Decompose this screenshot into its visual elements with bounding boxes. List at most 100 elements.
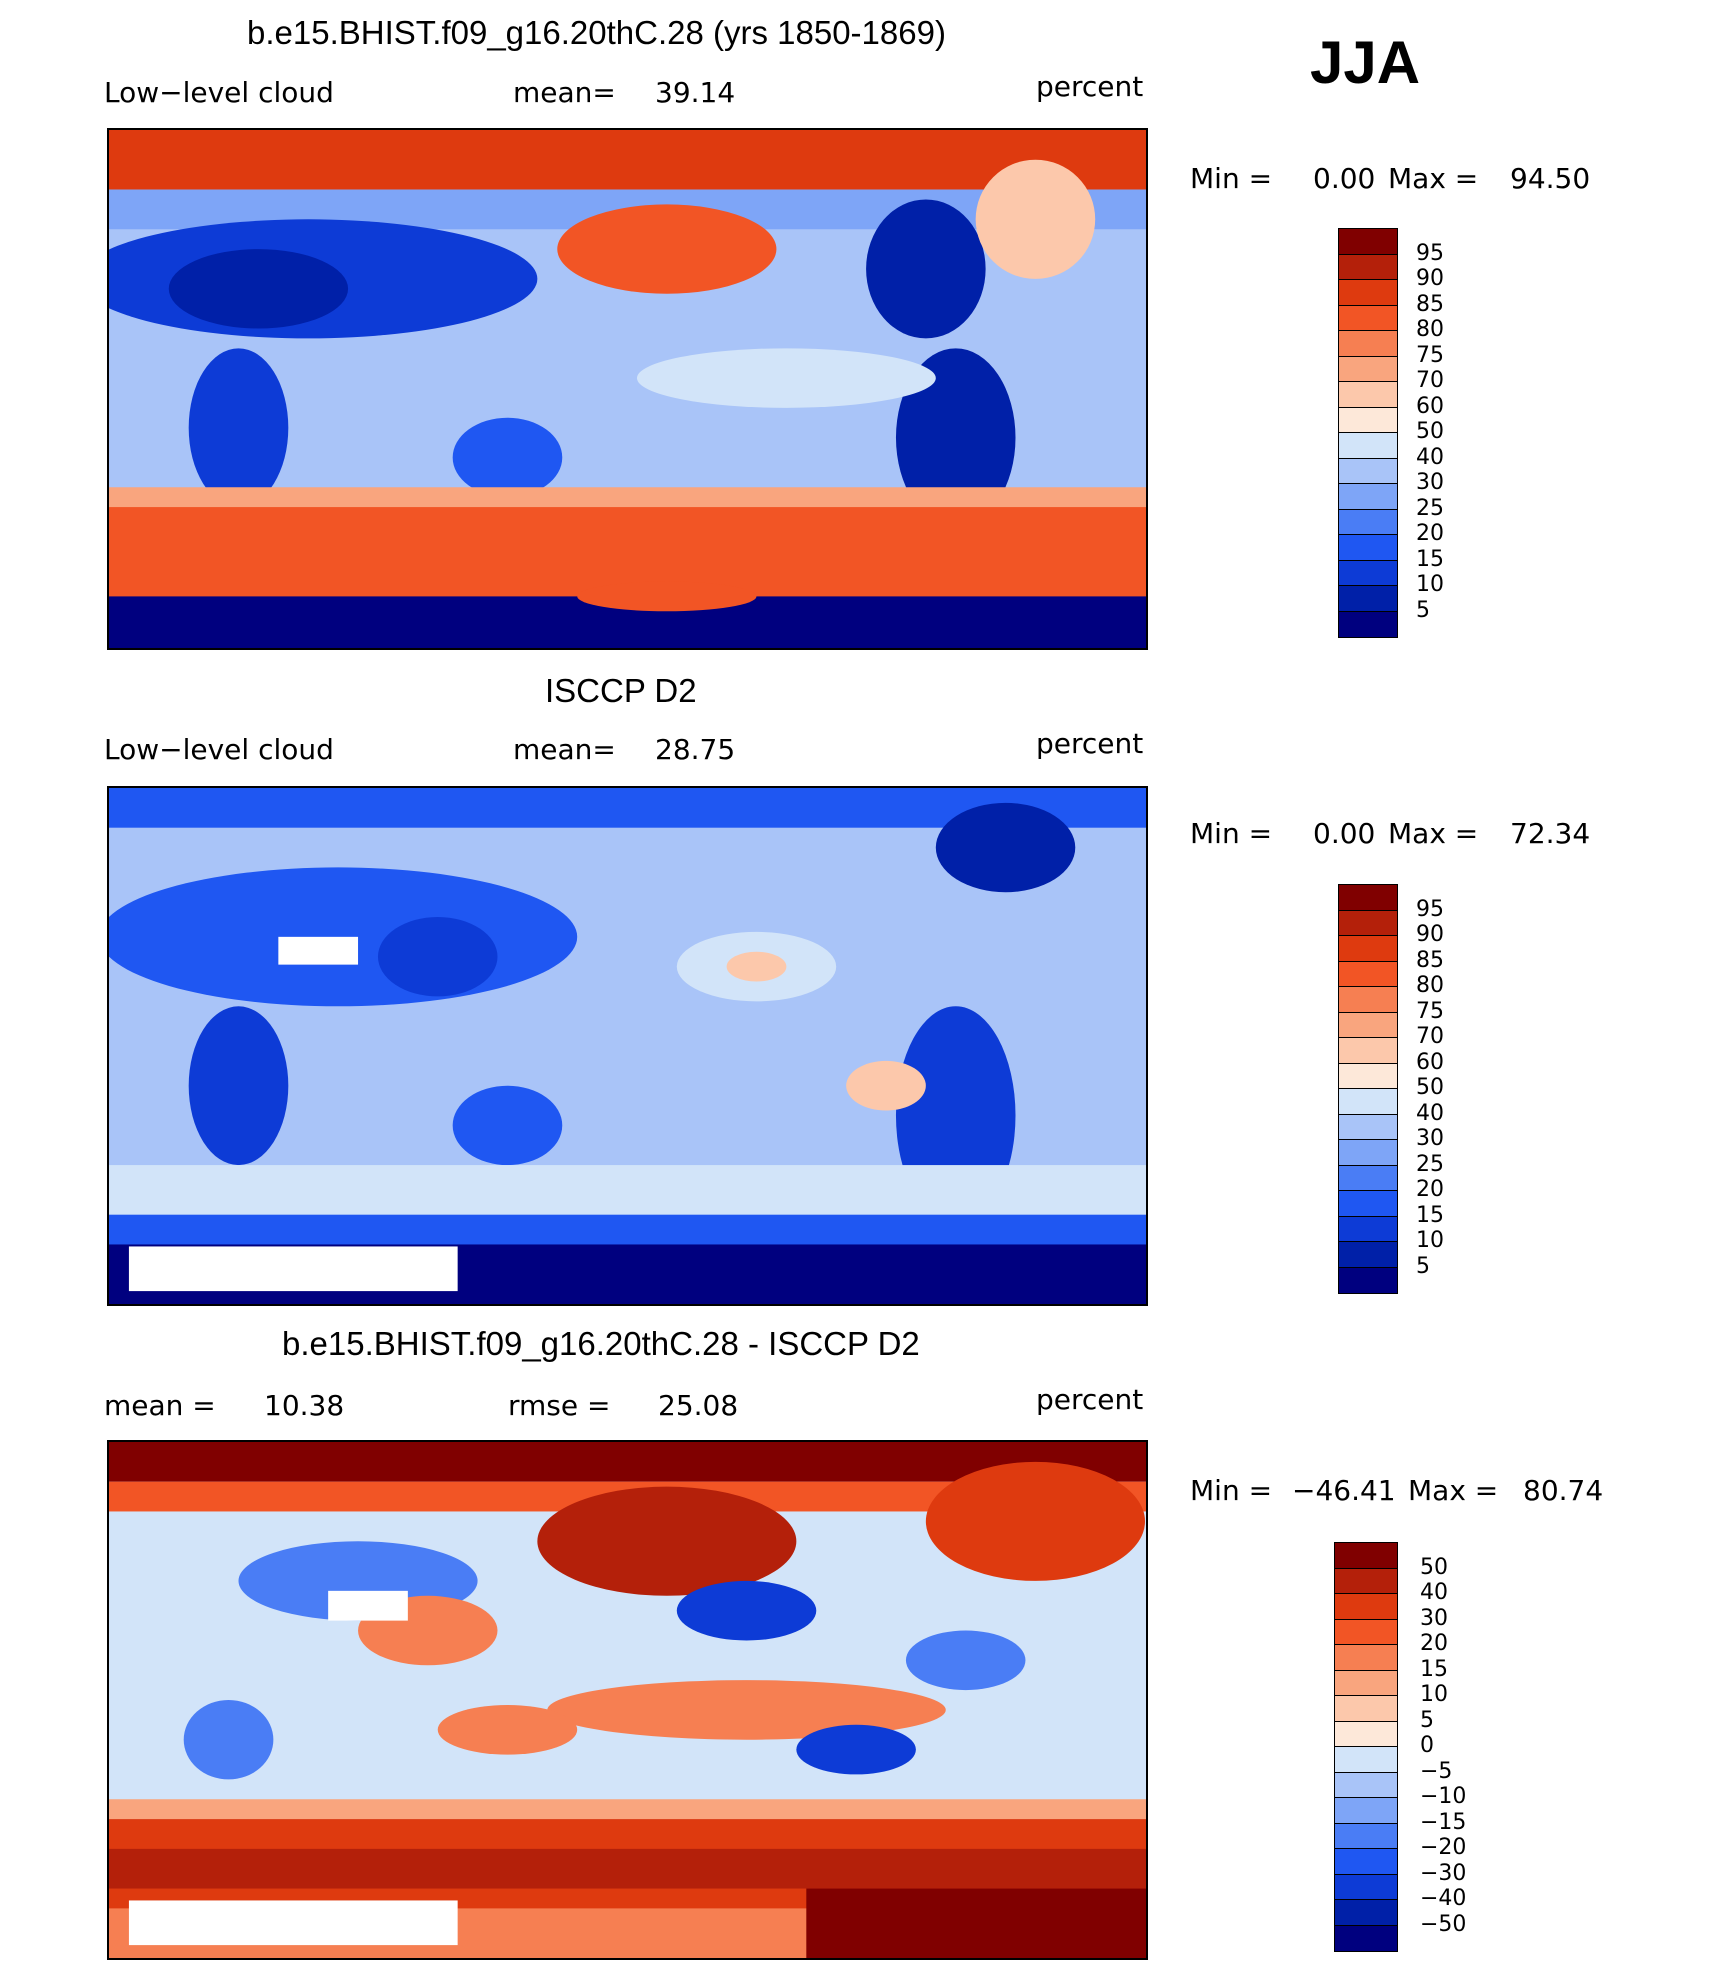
panel1-mean-value: 39.14	[655, 76, 736, 109]
panel3-rmse-value: 25.08	[658, 1389, 739, 1422]
panel2-map-svg	[109, 788, 1146, 1304]
colorbar-swatch	[1339, 509, 1397, 535]
colorbar-swatch	[1339, 280, 1397, 306]
colorbar-tick-label: 90	[1416, 922, 1444, 947]
colorbar-swatch	[1339, 1140, 1397, 1166]
panel1-variable-label: Low−level cloud	[104, 76, 334, 109]
panel3-map	[107, 1440, 1148, 1960]
colorbar-swatch	[1335, 1619, 1397, 1645]
colorbar-swatch	[1335, 1823, 1397, 1849]
panel1-units-label: percent	[1036, 70, 1144, 103]
panel1-mean-label: mean=	[513, 76, 616, 109]
colorbar-tick-label: 5	[1420, 1707, 1434, 1733]
colorbar-swatch	[1339, 484, 1397, 510]
colorbar-tick-label: 85	[1416, 291, 1444, 317]
panel3-units-label: percent	[1036, 1383, 1144, 1416]
colorbar-tick-label: 95	[1416, 240, 1444, 266]
panel1-map-svg	[109, 130, 1146, 648]
colorbar-swatch	[1339, 961, 1397, 987]
colorbar-swatch	[1339, 1165, 1397, 1191]
panel2-mean-label: mean=	[513, 733, 616, 766]
colorbar-swatch	[1339, 1012, 1397, 1038]
colorbar-tick-label: −5	[1420, 1758, 1453, 1784]
colorbar-tick-label: 50	[1416, 1075, 1444, 1100]
colorbar-tick-label: 85	[1416, 947, 1444, 973]
colorbar-swatch	[1339, 254, 1397, 280]
colorbar-tick-label: 10	[1416, 1228, 1444, 1253]
panel1-min-value: 0.00	[1313, 162, 1376, 195]
colorbar-swatch	[1339, 987, 1397, 1013]
colorbar-tick-label: 20	[1416, 1177, 1444, 1202]
panel3-min-label: Min =	[1190, 1474, 1273, 1507]
panel3-map-svg	[109, 1442, 1146, 1958]
colorbar-swatch	[1339, 936, 1397, 962]
colorbar-swatch	[1335, 1645, 1397, 1671]
colorbar-tick-label: 80	[1416, 973, 1444, 998]
colorbar-swatch	[1339, 433, 1397, 459]
panel3-title: b.e15.BHIST.f09_g16.20thC.28 - ISCCP D2	[282, 1325, 920, 1362]
colorbar-tick-label: 60	[1416, 393, 1444, 419]
colorbar-tick-label: 95	[1416, 896, 1444, 922]
colorbar-swatch	[1335, 1670, 1397, 1696]
colorbar-swatch	[1335, 1925, 1397, 1951]
panel1-colorbar-ticks: 95 90 85 80 75 70 60 50 40 30 25 20 15 10 5	[1416, 228, 1506, 638]
colorbar-swatch	[1339, 611, 1397, 637]
panel2-colorbar-ticks: 95 90 85 80 75 70 60 50 40 30 25 20 15 10 5	[1416, 884, 1506, 1294]
panel1-max-label: Max =	[1388, 162, 1479, 195]
colorbar-tick-label: 20	[1416, 521, 1444, 546]
colorbar-swatch	[1335, 1747, 1397, 1773]
colorbar-swatch	[1339, 1267, 1397, 1293]
panel3-colorbar-ticks: 50 40 30 20 15 10 5 0 −5 −10 −15 −20 −30 −40 −50	[1420, 1542, 1510, 1952]
colorbar-tick-label: −50	[1420, 1911, 1467, 1937]
colorbar-swatch	[1339, 1038, 1397, 1064]
panel3-rmse-label: rmse =	[508, 1389, 611, 1422]
colorbar-tick-label: 40	[1416, 1100, 1444, 1126]
colorbar-swatch	[1335, 1849, 1397, 1875]
colorbar-swatch	[1335, 1798, 1397, 1824]
panel1-min-label: Min =	[1190, 162, 1273, 195]
panel1-title: b.e15.BHIST.f09_g16.20thC.28 (yrs 1850-1…	[247, 14, 946, 51]
colorbar-tick-label: −30	[1420, 1860, 1467, 1886]
colorbar-swatch	[1335, 1568, 1397, 1594]
panel3-mean-value: 10.38	[264, 1389, 345, 1422]
colorbar-tick-label: 30	[1416, 1126, 1444, 1151]
colorbar-tick-label: 80	[1416, 317, 1444, 342]
colorbar-swatch	[1339, 305, 1397, 331]
colorbar-swatch	[1339, 535, 1397, 561]
colorbar-tick-label: 25	[1416, 1151, 1444, 1177]
colorbar-swatch	[1339, 560, 1397, 586]
colorbar-tick-label: 90	[1416, 266, 1444, 291]
colorbar-tick-label: 15	[1420, 1656, 1448, 1682]
panel2-max-label: Max =	[1388, 817, 1479, 850]
colorbar-tick-label: 70	[1416, 1024, 1444, 1049]
colorbar-swatch	[1339, 885, 1397, 911]
season-label: JJA	[1310, 29, 1421, 96]
colorbar-tick-label: −20	[1420, 1835, 1467, 1860]
colorbar-tick-label: 60	[1416, 1049, 1444, 1075]
panel3-colorbar	[1334, 1542, 1398, 1952]
colorbar-tick-label: 75	[1416, 998, 1444, 1024]
panel1-colorbar	[1338, 228, 1398, 638]
colorbar-tick-label: 5	[1416, 597, 1430, 623]
colorbar-swatch	[1339, 1063, 1397, 1089]
colorbar-tick-label: 25	[1416, 495, 1444, 521]
colorbar-swatch	[1339, 356, 1397, 382]
colorbar-tick-label: 5	[1416, 1253, 1430, 1279]
colorbar-swatch	[1339, 229, 1397, 255]
panel3-min-value: −46.41	[1292, 1474, 1396, 1507]
colorbar-swatch	[1339, 1216, 1397, 1242]
colorbar-tick-label: 75	[1416, 342, 1444, 368]
colorbar-swatch	[1339, 1089, 1397, 1115]
colorbar-swatch	[1339, 331, 1397, 357]
panel2-colorbar	[1338, 884, 1398, 1294]
colorbar-swatch	[1335, 1874, 1397, 1900]
panel1-max-value: 94.50	[1510, 162, 1591, 195]
panel2-title: ISCCP D2	[545, 672, 697, 709]
panel3-max-value: 80.74	[1523, 1474, 1604, 1507]
colorbar-swatch	[1339, 1191, 1397, 1217]
colorbar-tick-label: 20	[1420, 1631, 1448, 1656]
colorbar-tick-label: 30	[1420, 1605, 1448, 1631]
colorbar-tick-label: 30	[1416, 470, 1444, 495]
colorbar-swatch	[1335, 1721, 1397, 1747]
colorbar-tick-label: 40	[1420, 1580, 1448, 1605]
